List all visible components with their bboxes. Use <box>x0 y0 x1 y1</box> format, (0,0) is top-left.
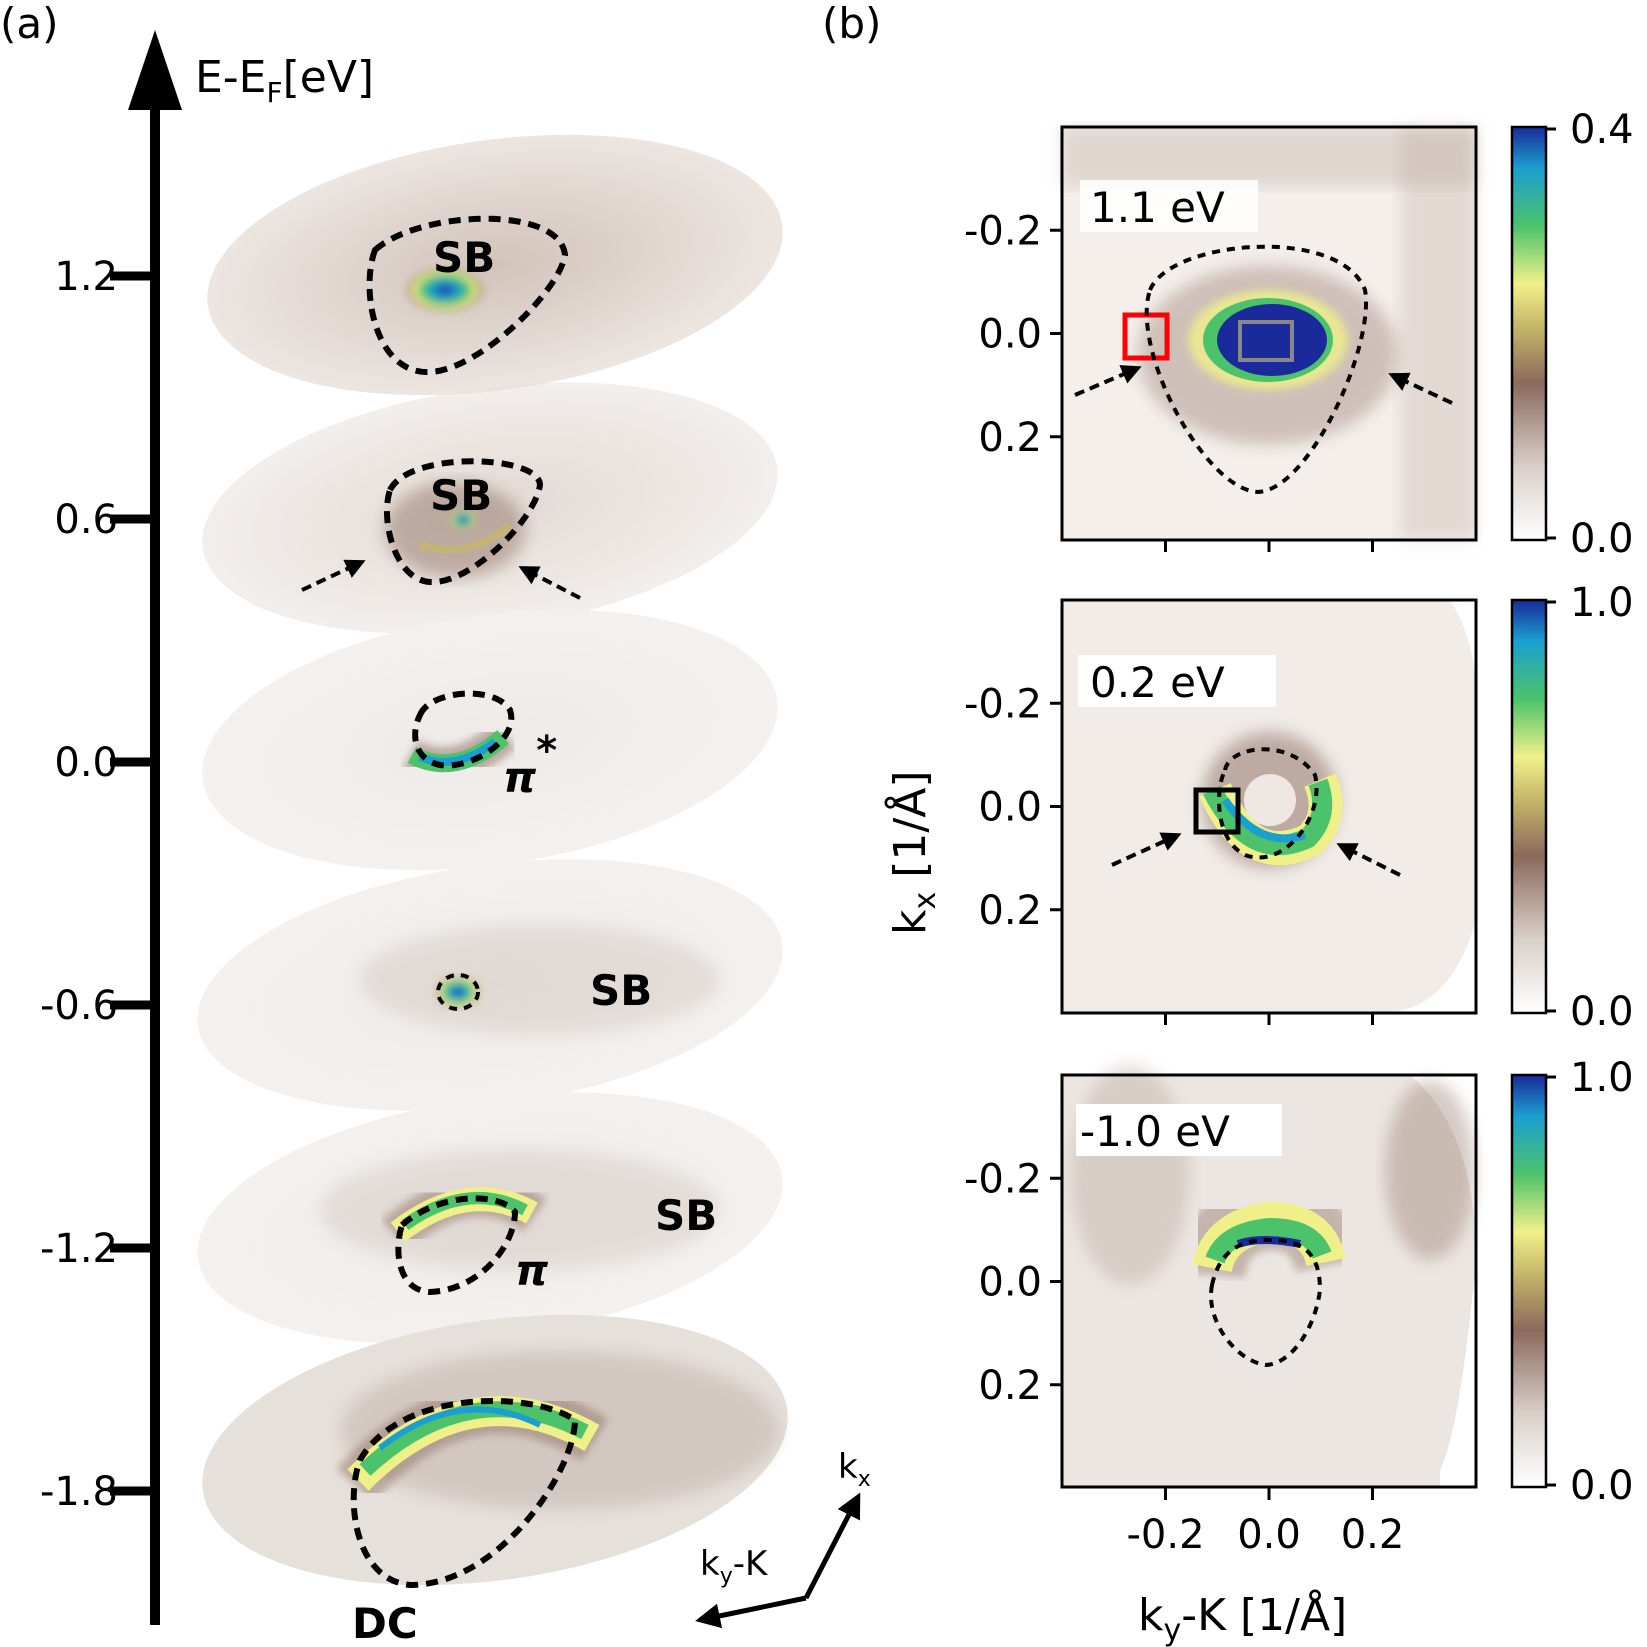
panel-label-a: (a) <box>0 0 59 48</box>
slice-m0p6-spot <box>436 976 480 1008</box>
map-y-tick-label: -0.2 <box>964 681 1042 727</box>
map-y-tick-label: 0.0 <box>978 1260 1042 1306</box>
map-1p1-contour <box>1144 244 1369 495</box>
slice-m1p2-label2: π <box>515 1246 549 1295</box>
map-ticks: -0.2 0.0 0.2 -0.2 0.0 0.2 -0.2 -0.2 0.0 0.0 0.2 0.2 <box>964 208 1404 1558</box>
map-0p2-arrow-right <box>1336 843 1401 877</box>
map-m1p0: -1.0 eV <box>1060 1065 1478 1489</box>
ky-axis-arrow <box>695 1595 807 1629</box>
colorbar-2-max: 1.0 <box>1570 580 1634 626</box>
slice-m1p8-contour <box>350 1397 579 1589</box>
slice-m1p2-label: SB <box>655 1191 717 1240</box>
colorbar-3 <box>1510 1073 1548 1489</box>
slice-m1p8: DC <box>202 1314 788 1647</box>
energy-axis <box>128 30 182 1625</box>
energy-axis-arrowhead <box>128 30 182 110</box>
colorbar-1 <box>1510 125 1548 542</box>
colorbar-3-min: 0.0 <box>1570 1463 1634 1509</box>
slice-m0p6-label: SB <box>590 966 652 1015</box>
map-1p1: 1.1 eV <box>1060 125 1478 542</box>
map-0p2-arrow-left <box>1111 832 1182 867</box>
slice-m1p8-label: DC <box>352 1599 418 1647</box>
map-x-axis-title: ky-K [1/Å] <box>1138 1588 1347 1647</box>
kx-axis-arrow <box>803 1492 861 1600</box>
slice-0p0-contour <box>412 690 515 769</box>
map-y-axis-title: kx [1/Å] <box>883 771 943 936</box>
map-1p1-arrow-left <box>1074 365 1142 397</box>
energy-ticks: 1.2 0.6 0.0 -0.6 -1.2 -1.8 <box>40 254 155 1515</box>
map-y-tick-label: 0.2 <box>978 415 1042 461</box>
colorbar-2-min: 0.0 <box>1570 989 1634 1035</box>
energy-tick-label: 0.6 <box>54 497 118 543</box>
energy-tick-label: 0.0 <box>54 740 118 786</box>
colorbar-3-max: 1.0 <box>1570 1055 1634 1101</box>
slice-m1p2: SB π <box>197 1092 783 1344</box>
slice-1p2-disk <box>207 134 783 396</box>
slice-0p6-arrow-left <box>301 559 366 592</box>
map-m1p0-energy-label: -1.0 eV <box>1080 1107 1230 1156</box>
map-x-tick-label: 0.2 <box>1341 1512 1405 1558</box>
slice-1p2-spot <box>407 268 483 312</box>
map-x-tick-label: 0.0 <box>1237 1512 1301 1558</box>
slice-m1p2-contour <box>395 1195 519 1296</box>
map-y-tick-label: 0.0 <box>978 785 1042 831</box>
energy-tick-label: -1.2 <box>40 1226 118 1272</box>
map-1p1-gray-box <box>1238 320 1294 362</box>
slice-0p6-arrow-right <box>518 566 581 600</box>
slice-1p2-label: SB <box>433 233 495 282</box>
map-y-tick-label: -0.2 <box>964 208 1042 254</box>
energy-axis-title: E-EF[eV] <box>195 52 374 109</box>
momentum-axes: kx ky-K <box>695 1447 871 1629</box>
map-y-tick-label: 0.2 <box>978 1363 1042 1409</box>
slice-0p6-label: SB <box>430 471 492 520</box>
map-y-tick-label: 0.0 <box>978 312 1042 358</box>
slice-1p2: SB <box>207 134 783 396</box>
slice-m0p6-contour <box>436 973 480 1011</box>
map-1p1-arrow-right <box>1388 372 1453 405</box>
ky-axis-label: ky-K <box>700 1544 769 1589</box>
slice-0p6-spot <box>449 510 477 530</box>
map-y-tick-label: 0.2 <box>978 888 1042 934</box>
colorbar-1-max: 0.4 <box>1570 107 1634 153</box>
slice-0p6: SB <box>202 382 778 634</box>
energy-tick-label: 1.2 <box>54 254 118 300</box>
energy-tick-label: -0.6 <box>40 983 118 1029</box>
map-0p2-energy-label: 0.2 eV <box>1090 658 1225 707</box>
slice-0p0: π* <box>202 609 778 871</box>
panel-label-b: (b) <box>822 0 881 48</box>
kx-axis-label: kx <box>838 1447 871 1492</box>
energy-tick-label: -1.8 <box>40 1469 118 1515</box>
map-y-tick-label: -0.2 <box>964 1156 1042 1202</box>
map-0p2: 0.2 eV <box>1060 598 1478 1015</box>
slice-m0p6: SB <box>197 859 783 1111</box>
slice-0p0-label: π* <box>503 728 557 802</box>
slice-1p2-contour <box>366 215 569 376</box>
colorbars: 0.4 0.0 1.0 0.0 1.0 0.0 <box>1510 107 1634 1509</box>
map-x-tick-label: -0.2 <box>1126 1512 1204 1558</box>
colorbar-2 <box>1510 598 1548 1015</box>
slice-0p6-contour <box>384 458 544 586</box>
map-0p2-black-box <box>1193 787 1241 835</box>
colorbar-1-min: 0.0 <box>1570 516 1634 562</box>
map-1p1-energy-label: 1.1 eV <box>1090 183 1225 232</box>
map-0p2-contour <box>1217 747 1319 860</box>
